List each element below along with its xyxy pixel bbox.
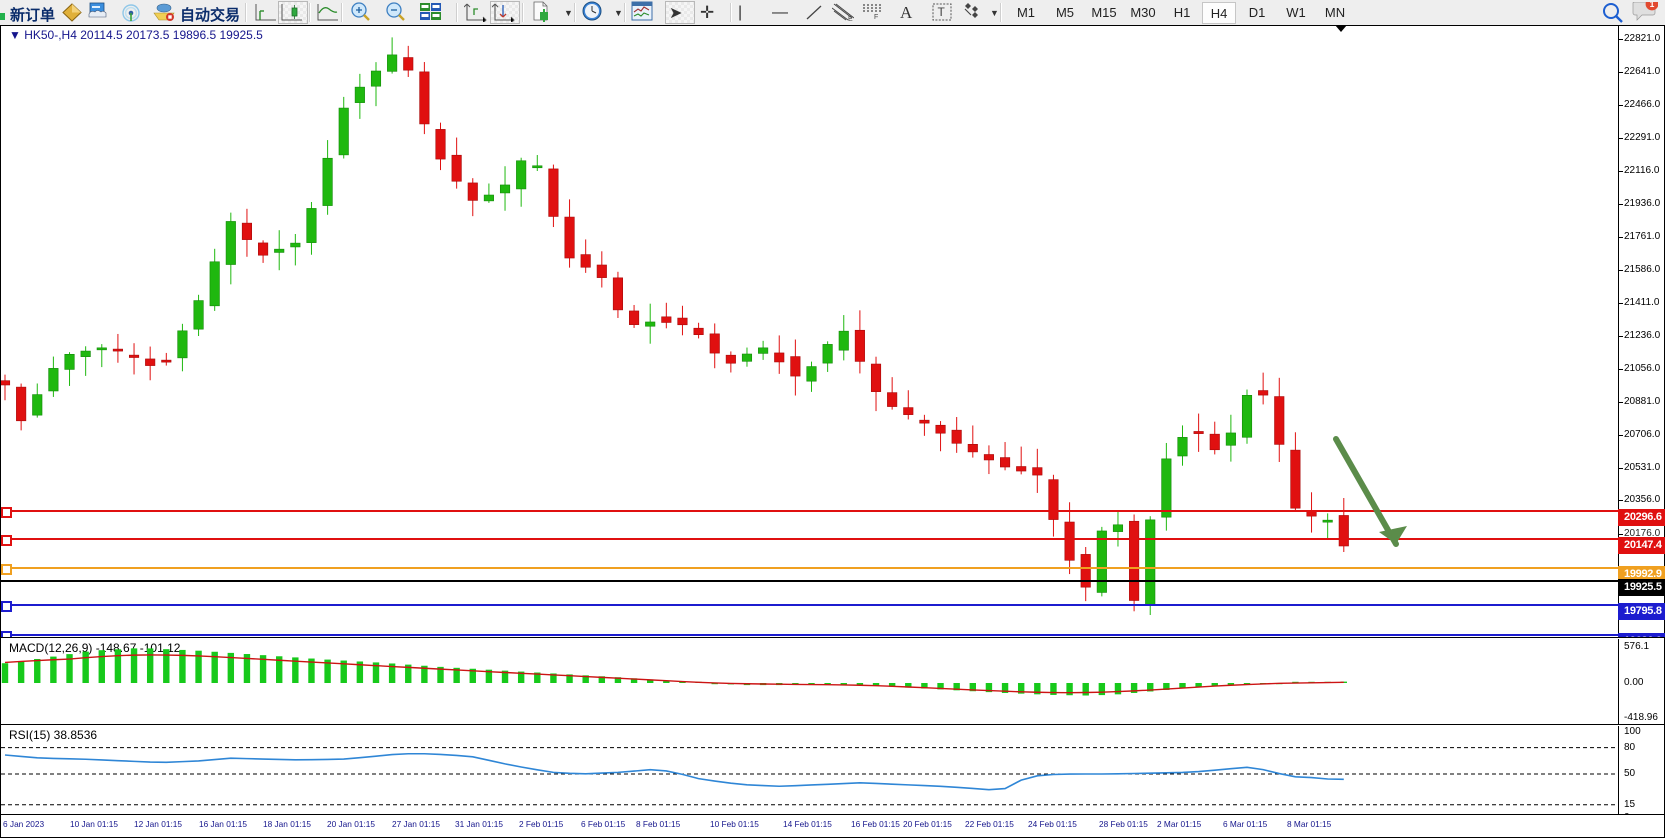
svg-text:F: F [874,14,878,20]
svg-text:1: 1 [1650,2,1655,9]
svg-text:E: E [848,16,853,22]
svg-text:T: T [938,5,946,19]
